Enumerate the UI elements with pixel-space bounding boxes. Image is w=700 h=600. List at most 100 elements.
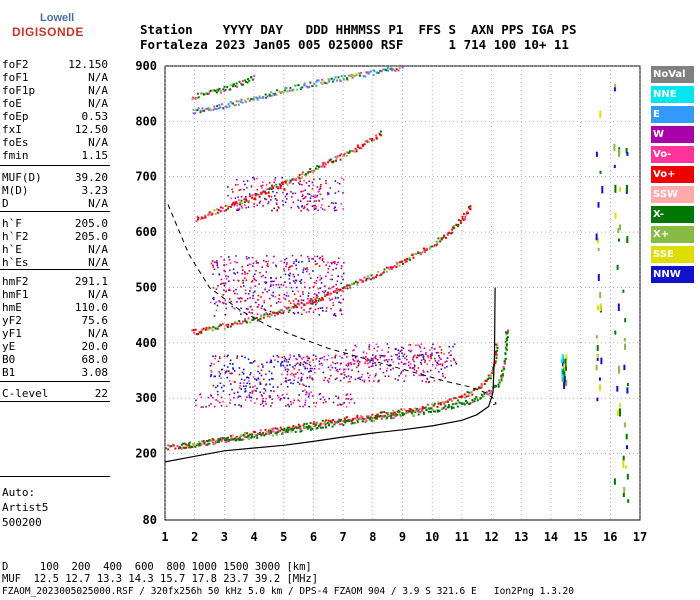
trace-point [337, 418, 340, 421]
trace-point [221, 207, 224, 210]
trace-point [423, 248, 426, 251]
trace-point [312, 421, 315, 423]
trace-point [467, 394, 470, 397]
trace-point [195, 333, 198, 336]
spread-dot [240, 300, 242, 303]
spread-dot [331, 278, 333, 281]
trace-point [504, 362, 507, 365]
trace-point [278, 90, 281, 93]
trace-point [402, 262, 404, 265]
spread-dot [418, 374, 420, 377]
spread-dot [317, 307, 320, 310]
spread-dot [307, 356, 309, 358]
spread-dot [249, 372, 252, 374]
spread-dot [233, 205, 235, 207]
spread-dot [437, 359, 440, 362]
spread-dot [299, 177, 302, 180]
spread-dot [313, 200, 316, 202]
param-row-fxi: fxI 12.50 [2, 123, 108, 136]
spread-dot [307, 193, 309, 195]
spread-dot [301, 205, 303, 207]
spread-dot [312, 184, 314, 186]
spread-dot [225, 263, 228, 266]
spread-dot [247, 206, 250, 208]
spread-dot [263, 392, 265, 394]
spread-dot [293, 399, 295, 402]
spread-dot [210, 262, 213, 265]
trace-point [421, 409, 424, 412]
spread-dot [217, 266, 219, 269]
trace-point [430, 410, 433, 413]
trace-point [429, 246, 432, 249]
spread-dot [335, 288, 338, 290]
spread-dot [441, 364, 444, 367]
dashed-muf-curve [167, 204, 497, 407]
scatter-point [624, 318, 627, 323]
spread-dot [308, 357, 310, 360]
spread-dot [303, 179, 305, 182]
spread-dot [246, 180, 249, 182]
trace-point [342, 154, 345, 157]
spread-dot [368, 366, 370, 368]
trace-point [448, 231, 451, 234]
spread-dot [273, 366, 275, 368]
x-tick-label: 14 [544, 530, 558, 544]
spread-dot [369, 361, 371, 363]
trace-point [454, 402, 456, 405]
trace-point [300, 301, 303, 304]
spread-dot [293, 367, 296, 370]
scatter-point [627, 499, 630, 503]
trace-point [491, 370, 494, 373]
spread-dot [239, 385, 242, 387]
spread-dot [240, 405, 243, 408]
trace-point [297, 84, 300, 87]
x-tick-label: 5 [280, 530, 287, 544]
spread-dot [441, 363, 444, 365]
trace-point [439, 240, 442, 243]
spread-dot [290, 382, 292, 384]
trace-point [479, 396, 482, 399]
trace-point [427, 410, 430, 413]
trace-point [367, 140, 370, 143]
trace-point [332, 160, 335, 163]
spread-dot [219, 301, 221, 303]
trace-point [266, 95, 269, 98]
spread-dot [319, 256, 322, 259]
spread-dot [308, 287, 311, 289]
trace-point [386, 412, 389, 415]
param-value: N/A [88, 327, 108, 340]
spread-dot [270, 390, 272, 392]
scatter-point [618, 403, 621, 408]
spread-dot [332, 302, 334, 304]
trace-point [199, 109, 202, 112]
trace-point [174, 447, 177, 450]
spread-dot [289, 272, 291, 275]
spread-dot [215, 288, 218, 290]
trace-point [307, 301, 310, 304]
spread-dot [425, 352, 427, 354]
trace-point [421, 250, 424, 253]
trace-point [292, 178, 295, 181]
trace-point [234, 320, 237, 323]
spread-dot [402, 355, 404, 358]
spread-dot [438, 363, 440, 366]
spread-dot [339, 403, 341, 406]
spread-dot [303, 356, 305, 359]
param-value: 20.0 [81, 340, 109, 353]
scatter-point [563, 371, 566, 377]
param-value: 291.1 [74, 275, 108, 288]
param-row-h-es: h`Es N/A [2, 256, 108, 269]
trace-point [255, 193, 258, 196]
trace-point [364, 140, 367, 143]
spread-dot [250, 287, 252, 289]
spread-dot [265, 403, 267, 405]
trace-point [334, 420, 337, 423]
trace-point [326, 422, 329, 424]
spread-dot [234, 197, 237, 199]
trace-point [349, 419, 351, 421]
trace-point [220, 206, 222, 209]
spread-dot [437, 351, 439, 354]
footer-distance-row: D 100 200 400 600 800 1000 1500 3000 [km… [2, 561, 312, 573]
spread-dot [236, 261, 238, 264]
spread-dot [281, 394, 284, 396]
